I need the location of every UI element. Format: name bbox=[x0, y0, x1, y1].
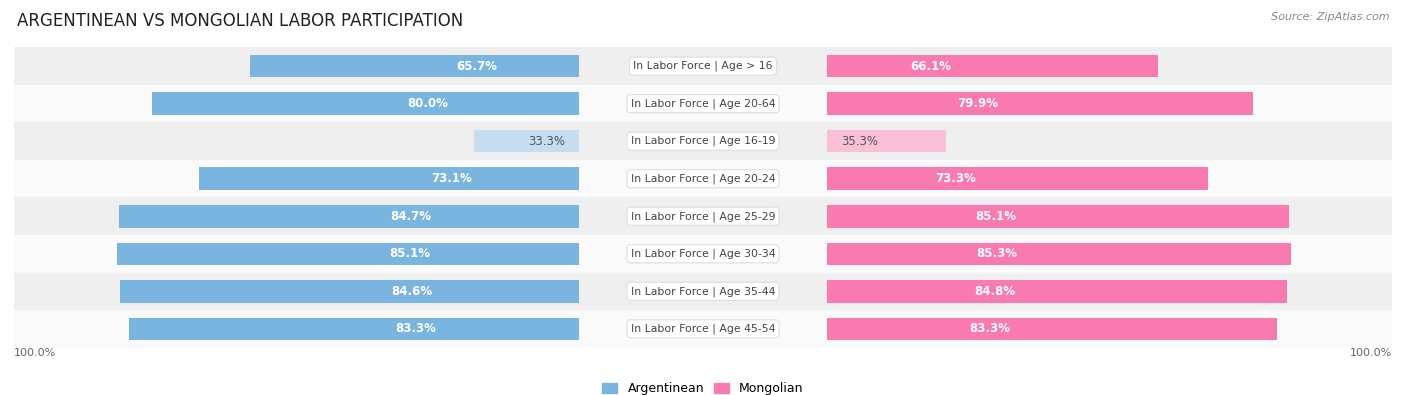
Bar bbox=[117, 243, 579, 265]
Bar bbox=[14, 273, 1392, 310]
Bar bbox=[250, 55, 579, 77]
Text: 85.1%: 85.1% bbox=[976, 210, 1017, 223]
Bar bbox=[827, 280, 1288, 303]
Text: 84.7%: 84.7% bbox=[391, 210, 432, 223]
Legend: Argentinean, Mongolian: Argentinean, Mongolian bbox=[602, 382, 804, 395]
Bar bbox=[129, 318, 579, 340]
Bar bbox=[14, 198, 1392, 235]
Text: In Labor Force | Age > 16: In Labor Force | Age > 16 bbox=[633, 61, 773, 71]
Bar bbox=[14, 47, 1392, 85]
Text: Source: ZipAtlas.com: Source: ZipAtlas.com bbox=[1271, 12, 1389, 22]
Text: In Labor Force | Age 30-34: In Labor Force | Age 30-34 bbox=[631, 248, 775, 259]
Text: 79.9%: 79.9% bbox=[957, 97, 998, 110]
Text: 100.0%: 100.0% bbox=[1350, 348, 1392, 357]
Text: 33.3%: 33.3% bbox=[529, 135, 565, 148]
Text: 73.3%: 73.3% bbox=[935, 172, 976, 185]
Bar bbox=[14, 122, 1392, 160]
Text: In Labor Force | Age 25-29: In Labor Force | Age 25-29 bbox=[631, 211, 775, 222]
Bar bbox=[827, 167, 1208, 190]
Bar bbox=[200, 167, 579, 190]
Text: 73.1%: 73.1% bbox=[430, 172, 471, 185]
Bar bbox=[827, 318, 1277, 340]
Bar bbox=[827, 55, 1159, 77]
Bar bbox=[120, 205, 579, 228]
Text: ARGENTINEAN VS MONGOLIAN LABOR PARTICIPATION: ARGENTINEAN VS MONGOLIAN LABOR PARTICIPA… bbox=[17, 12, 463, 30]
Text: In Labor Force | Age 35-44: In Labor Force | Age 35-44 bbox=[631, 286, 775, 297]
Bar bbox=[120, 280, 579, 303]
Text: 85.3%: 85.3% bbox=[976, 247, 1018, 260]
Text: 84.6%: 84.6% bbox=[391, 285, 432, 298]
Bar bbox=[827, 205, 1289, 228]
Bar bbox=[827, 243, 1291, 265]
Text: 83.3%: 83.3% bbox=[970, 322, 1011, 335]
Text: In Labor Force | Age 20-24: In Labor Force | Age 20-24 bbox=[631, 173, 775, 184]
Text: 66.1%: 66.1% bbox=[910, 60, 952, 73]
Text: 85.1%: 85.1% bbox=[389, 247, 430, 260]
Bar bbox=[14, 235, 1392, 273]
Text: 83.3%: 83.3% bbox=[395, 322, 436, 335]
Bar bbox=[14, 85, 1392, 122]
Text: In Labor Force | Age 16-19: In Labor Force | Age 16-19 bbox=[631, 136, 775, 147]
Text: 100.0%: 100.0% bbox=[14, 348, 56, 357]
Bar bbox=[152, 92, 579, 115]
Text: 84.8%: 84.8% bbox=[974, 285, 1015, 298]
Text: 35.3%: 35.3% bbox=[841, 135, 877, 148]
Text: 65.7%: 65.7% bbox=[456, 60, 498, 73]
Bar bbox=[474, 130, 579, 152]
Text: 80.0%: 80.0% bbox=[406, 97, 449, 110]
Bar bbox=[827, 130, 946, 152]
Bar bbox=[14, 310, 1392, 348]
Text: In Labor Force | Age 20-64: In Labor Force | Age 20-64 bbox=[631, 98, 775, 109]
Bar bbox=[827, 92, 1254, 115]
Bar bbox=[14, 160, 1392, 198]
Text: In Labor Force | Age 45-54: In Labor Force | Age 45-54 bbox=[631, 324, 775, 334]
